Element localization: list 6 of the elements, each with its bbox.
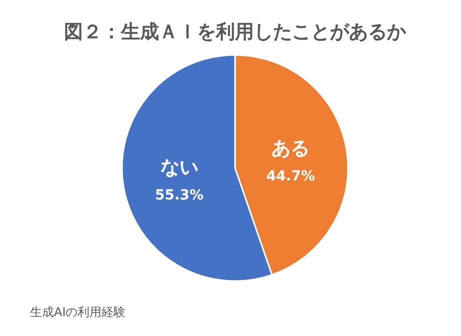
chart-title: 図２：生成ＡＩを利用したことがあるか <box>64 21 407 43</box>
data-label: 44.7% <box>266 168 316 185</box>
data-label: 55.3% <box>154 187 204 204</box>
slice-label: ない <box>160 156 198 178</box>
slice-label: ある <box>272 138 310 160</box>
text: 生成AIの利用経験 <box>30 305 126 319</box>
